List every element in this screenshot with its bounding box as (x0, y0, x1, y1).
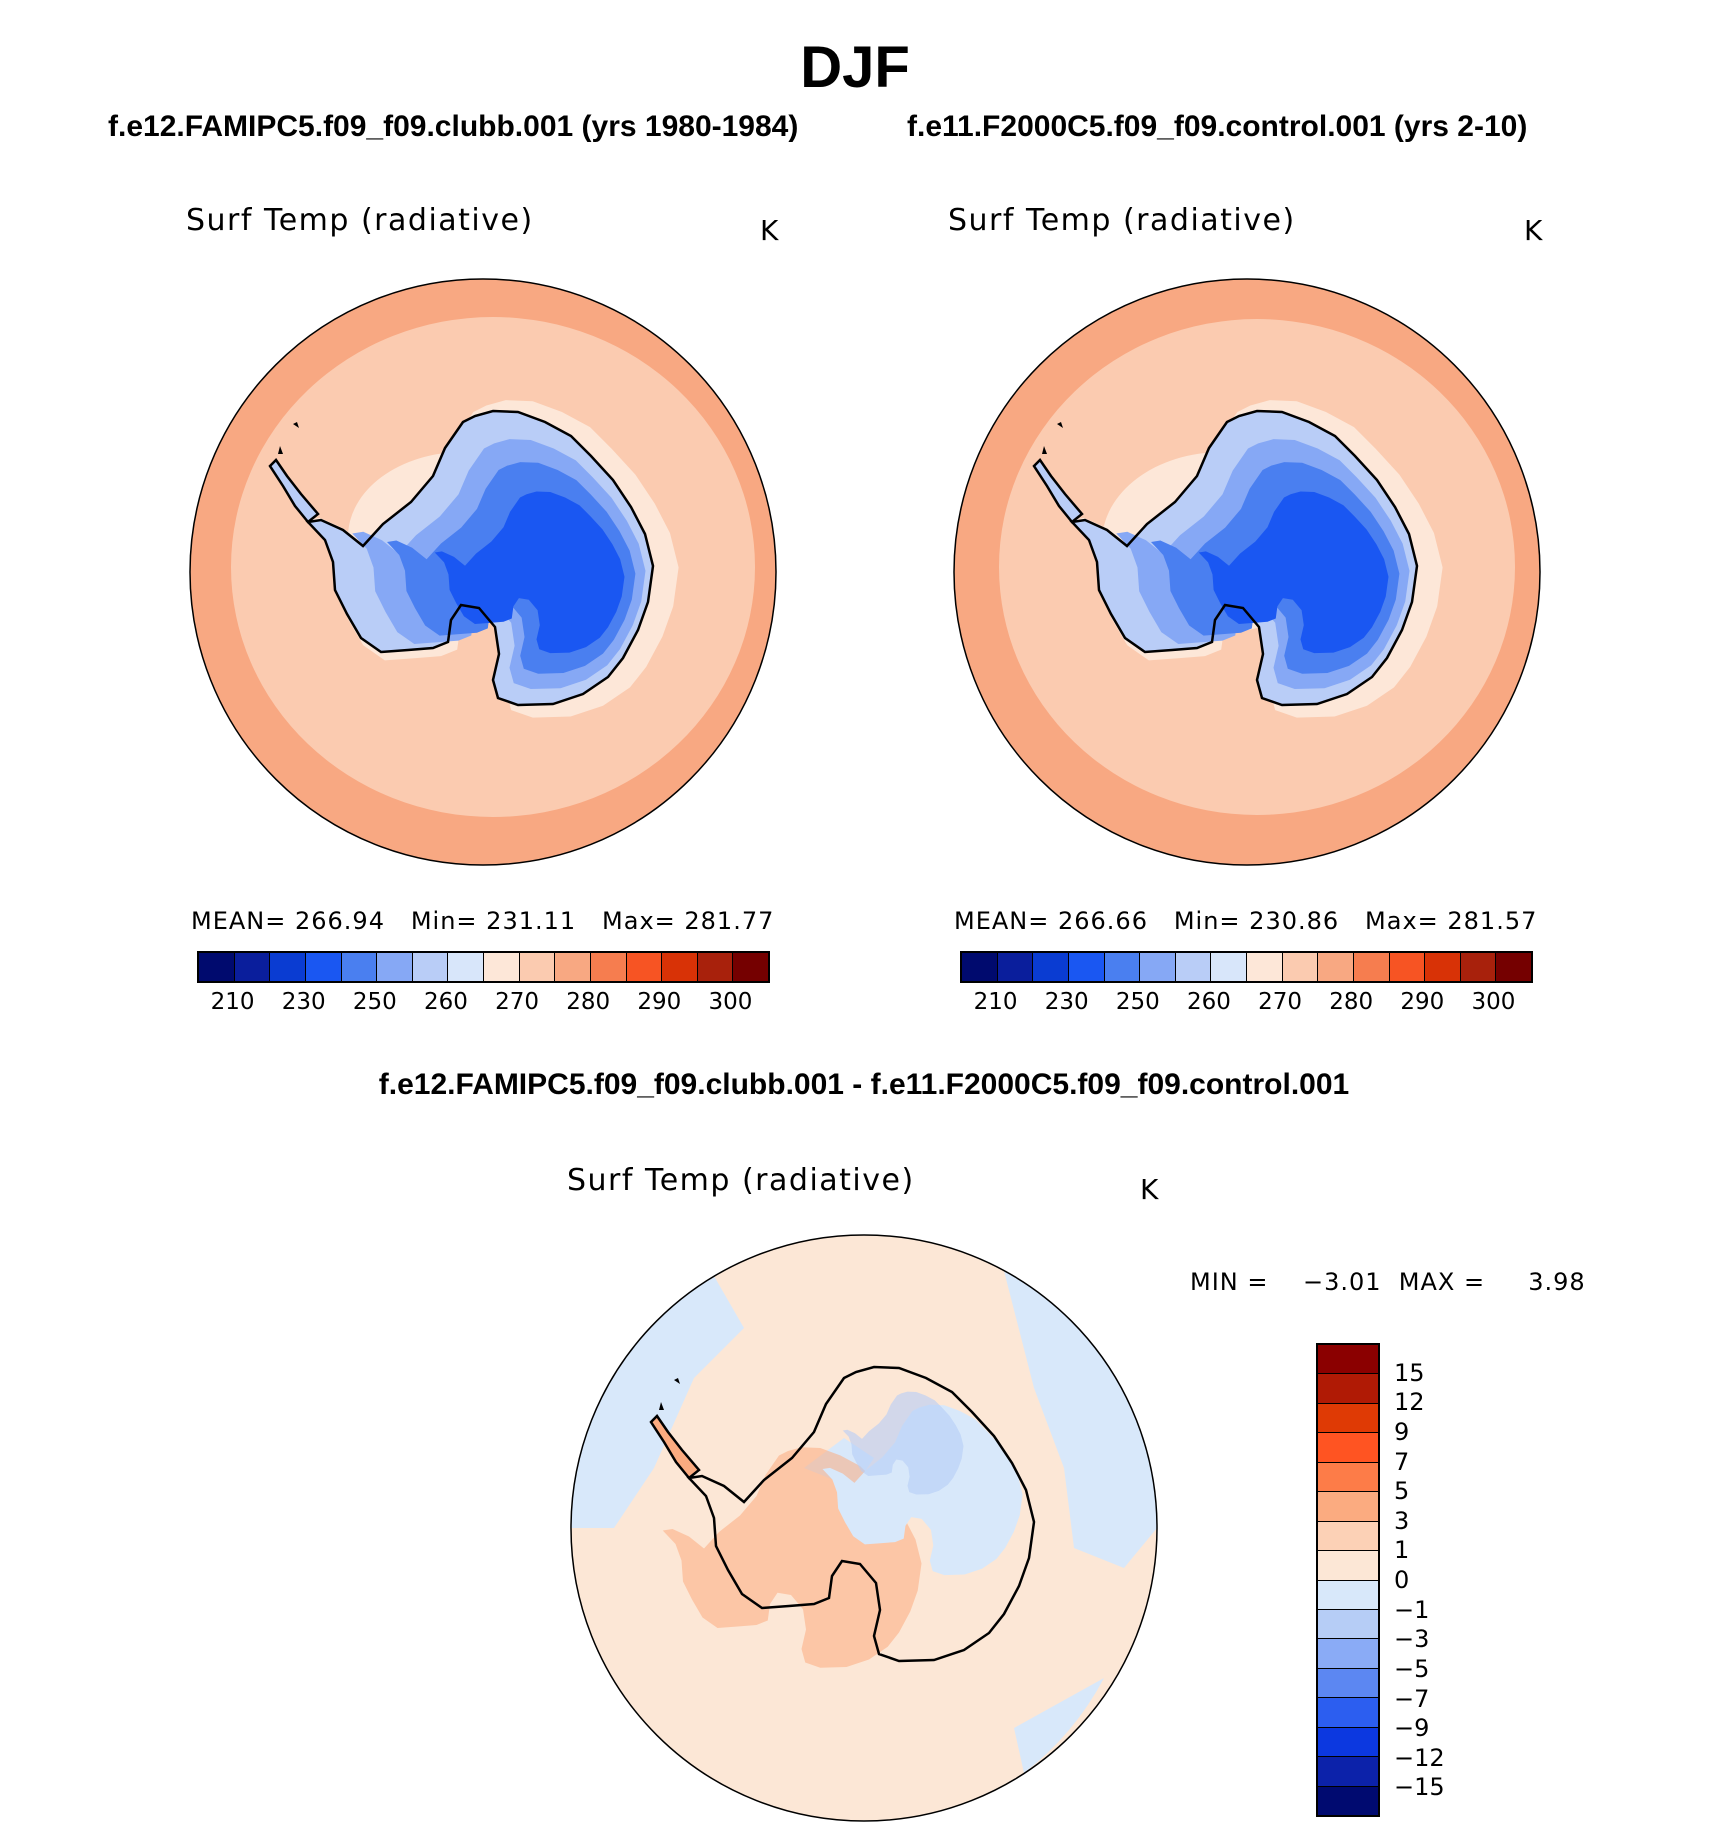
right-colorbar-swatch (1425, 953, 1461, 981)
left-colorbar-tick-label: 260 (423, 989, 468, 1015)
right-map (953, 278, 1541, 866)
right-colorbar-swatch (1389, 953, 1426, 981)
difference-colorbar-tick-label: −9 (1394, 1714, 1430, 1743)
left-colorbar-swatch (305, 953, 342, 981)
right-colorbar-swatch (1247, 953, 1283, 981)
difference-minmax: MIN = −3.01 MAX = 3.98 (1190, 1268, 1586, 1296)
difference-colorbar-tick-label: −12 (1394, 1743, 1445, 1772)
right-colorbar-tick-label: 230 (1044, 989, 1089, 1015)
difference-colorbar-tick-label: −1 (1394, 1595, 1430, 1624)
difference-case-title: f.e12.FAMIPC5.f09_f09.clubb.001 - f.e11.… (378, 1068, 1350, 1101)
difference-colorbar-tick-label: −3 (1394, 1625, 1430, 1654)
difference-colorbar-swatch (1318, 1786, 1378, 1815)
left-colorbar-swatch (697, 953, 734, 981)
difference-colorbar-swatch (1318, 1580, 1378, 1610)
right-colorbar-tick-label: 250 (1115, 989, 1160, 1015)
right-stats: MEAN= 266.66 Min= 230.86 Max= 281.57 (954, 907, 1538, 935)
left-colorbar-tick-label: 250 (352, 989, 397, 1015)
right-colorbar-tick-label: 300 (1471, 989, 1516, 1015)
difference-colorbar-tick-label: 3 (1394, 1506, 1410, 1535)
right-colorbar-swatch (1496, 953, 1531, 981)
difference-colorbar-swatch (1318, 1668, 1378, 1699)
difference-colorbar-tick-label: −15 (1394, 1773, 1445, 1802)
difference-colorbar-swatch (1318, 1433, 1378, 1463)
difference-colorbar-tick-label: −7 (1394, 1684, 1430, 1713)
difference-colorbar-swatch (1318, 1727, 1378, 1758)
left-colorbar-swatch (199, 953, 235, 981)
right-colorbar-tick-label: 210 (973, 989, 1018, 1015)
right-colorbar-swatch (1353, 953, 1390, 981)
difference-colorbar-swatch (1318, 1462, 1378, 1493)
left-colorbar-tick-label: 210 (210, 989, 255, 1015)
left-units: K (760, 214, 779, 247)
left-colorbar (197, 951, 770, 983)
left-colorbar-swatch (234, 953, 271, 981)
difference-map (570, 1234, 1158, 1822)
difference-units: K (1140, 1173, 1159, 1206)
right-colorbar (960, 951, 1533, 983)
difference-colorbar-swatch (1318, 1698, 1378, 1728)
figure-title: DJF (800, 35, 910, 100)
left-map (189, 278, 777, 866)
difference-colorbar-tick-label: −5 (1394, 1654, 1430, 1683)
difference-colorbar-swatch (1318, 1609, 1378, 1640)
difference-colorbar-swatch (1318, 1521, 1378, 1552)
right-colorbar-swatch (962, 953, 998, 981)
difference-colorbar-tick-label: 5 (1394, 1477, 1410, 1506)
right-units: K (1524, 214, 1543, 247)
left-colorbar-swatch (341, 953, 378, 981)
left-colorbar-swatch (448, 953, 484, 981)
difference-colorbar-tick-label: 1 (1394, 1536, 1410, 1565)
right-colorbar-swatch (1033, 953, 1069, 981)
difference-colorbar-tick-label: 9 (1394, 1417, 1410, 1446)
difference-colorbar-swatch (1318, 1639, 1378, 1669)
left-colorbar-swatch (662, 953, 698, 981)
difference-colorbar-swatch (1318, 1757, 1378, 1787)
right-colorbar-swatch (1140, 953, 1176, 981)
right-colorbar-swatch (1068, 953, 1105, 981)
left-colorbar-swatch (412, 953, 449, 981)
difference-colorbar-tick-label: 15 (1394, 1358, 1425, 1387)
difference-colorbar-swatch (1318, 1374, 1378, 1404)
right-colorbar-tick-label: 290 (1400, 989, 1445, 1015)
left-colorbar-tick-label: 270 (495, 989, 540, 1015)
left-colorbar-swatch (733, 953, 768, 981)
left-colorbar-swatch (484, 953, 520, 981)
left-variable-title: Surf Temp (radiative) (186, 203, 534, 238)
right-variable-title: Surf Temp (radiative) (948, 203, 1296, 238)
left-colorbar-swatch (377, 953, 413, 981)
left-colorbar-swatch (626, 953, 663, 981)
left-colorbar-swatch (555, 953, 591, 981)
difference-colorbar-swatch (1318, 1492, 1378, 1522)
difference-colorbar-tick-label: 7 (1394, 1447, 1410, 1476)
left-colorbar-tick-label: 290 (637, 989, 682, 1015)
right-colorbar-swatch (1104, 953, 1141, 981)
left-colorbar-tick-label: 300 (708, 989, 753, 1015)
right-colorbar-tick-label: 280 (1329, 989, 1374, 1015)
right-colorbar-swatch (1211, 953, 1247, 981)
difference-colorbar-swatch (1318, 1551, 1378, 1581)
left-colorbar-swatch (270, 953, 306, 981)
left-colorbar-tick-label: 230 (281, 989, 326, 1015)
left-case-title: f.e12.FAMIPC5.f09_f09.clubb.001 (yrs 198… (108, 110, 799, 143)
left-colorbar-swatch (519, 953, 556, 981)
right-colorbar-swatch (1460, 953, 1497, 981)
right-colorbar-tick-label: 270 (1258, 989, 1303, 1015)
difference-colorbar-swatch (1318, 1345, 1378, 1375)
left-colorbar-tick-label: 280 (566, 989, 611, 1015)
difference-colorbar (1316, 1343, 1380, 1817)
left-stats: MEAN= 266.94 Min= 231.11 Max= 281.77 (191, 907, 775, 935)
right-colorbar-swatch (1282, 953, 1319, 981)
difference-colorbar-tick-label: 0 (1394, 1566, 1410, 1594)
right-colorbar-tick-label: 260 (1186, 989, 1231, 1015)
difference-colorbar-tick-label: 12 (1394, 1388, 1425, 1417)
right-colorbar-swatch (1175, 953, 1212, 981)
right-colorbar-swatch (1318, 953, 1354, 981)
left-colorbar-swatch (590, 953, 627, 981)
difference-colorbar-swatch (1318, 1403, 1378, 1434)
right-colorbar-swatch (997, 953, 1034, 981)
right-case-title: f.e11.F2000C5.f09_f09.control.001 (yrs 2… (907, 110, 1528, 143)
difference-variable-title: Surf Temp (radiative) (567, 1163, 915, 1198)
